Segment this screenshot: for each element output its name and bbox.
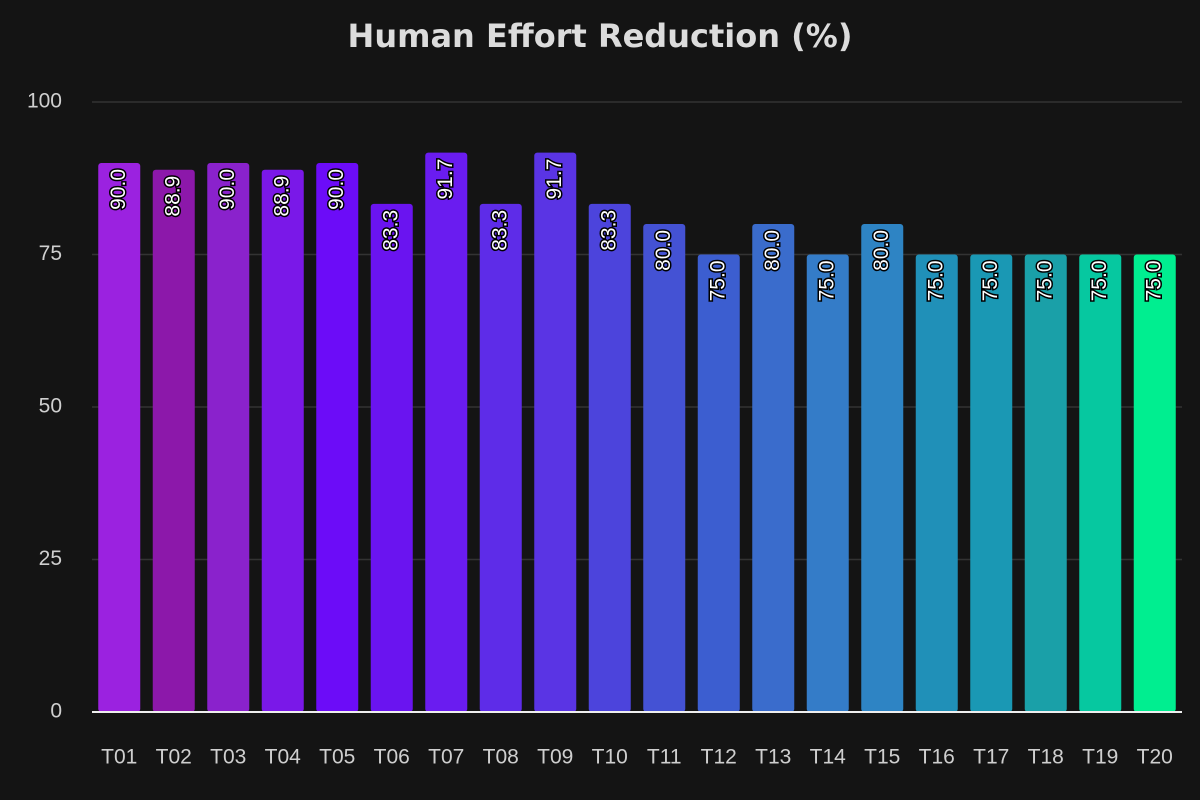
x-tick-label: T09 — [537, 746, 573, 769]
x-tick-label: T17 — [973, 746, 1009, 769]
value-label: 75.0 — [1142, 261, 1165, 302]
value-label: 75.0 — [706, 261, 729, 302]
value-label: 88.9 — [270, 176, 293, 217]
value-label: 90.0 — [107, 169, 130, 210]
bar — [261, 169, 304, 712]
bar — [479, 203, 522, 712]
bar — [316, 163, 359, 712]
bar — [970, 254, 1013, 712]
x-tick-label: T15 — [864, 746, 900, 769]
bar — [207, 163, 250, 712]
value-label: 88.9 — [161, 176, 184, 217]
x-tick-label: T10 — [592, 746, 628, 769]
bar — [752, 224, 795, 712]
x-tick-label: T08 — [483, 746, 519, 769]
x-tick-label: T20 — [1137, 746, 1173, 769]
x-tick-label: T01 — [101, 746, 137, 769]
value-label: 75.0 — [1088, 261, 1111, 302]
x-tick-label: T06 — [374, 746, 410, 769]
bar — [1079, 254, 1122, 712]
bar — [152, 169, 195, 712]
x-tick-label: T19 — [1082, 746, 1118, 769]
x-tick-label: T07 — [428, 746, 464, 769]
bar — [806, 254, 849, 712]
value-label: 80.0 — [761, 230, 784, 271]
bar — [588, 203, 631, 712]
value-label: 90.0 — [216, 169, 239, 210]
x-tick-label: T13 — [755, 746, 791, 769]
value-label: 75.0 — [815, 261, 838, 302]
bar — [370, 203, 413, 712]
value-label: 91.7 — [434, 159, 457, 200]
bar — [425, 152, 468, 712]
x-tick-label: T18 — [1028, 746, 1064, 769]
x-tick-label: T05 — [319, 746, 355, 769]
x-tick-label: T14 — [810, 746, 847, 769]
y-tick-label: 25 — [39, 547, 62, 570]
bar — [534, 152, 577, 712]
x-tick-label: T03 — [210, 746, 246, 769]
y-tick-label: 0 — [50, 700, 62, 723]
value-label: 80.0 — [652, 230, 675, 271]
value-label: 83.3 — [379, 210, 402, 251]
value-label: 91.7 — [543, 159, 566, 200]
bar — [1133, 254, 1176, 712]
bar — [861, 224, 904, 712]
x-tick-label: T12 — [701, 746, 737, 769]
y-tick-label: 50 — [39, 395, 62, 418]
x-tick-label: T16 — [919, 746, 955, 769]
bar — [643, 224, 686, 712]
chart-title: Human Effort Reduction (%) — [348, 17, 853, 55]
x-tick-label: T04 — [265, 746, 302, 769]
bar — [915, 254, 958, 712]
x-tick-label: T02 — [156, 746, 192, 769]
bar — [697, 254, 740, 712]
value-label: 90.0 — [325, 169, 348, 210]
x-tick-label: T11 — [647, 746, 682, 769]
bar — [1024, 254, 1067, 712]
y-tick-label: 100 — [27, 90, 62, 113]
value-label: 75.0 — [979, 261, 1002, 302]
value-label: 75.0 — [924, 261, 947, 302]
value-label: 75.0 — [1033, 261, 1056, 302]
bar — [98, 163, 141, 712]
value-label: 83.3 — [488, 210, 511, 251]
value-label: 83.3 — [597, 210, 620, 251]
value-label: 80.0 — [870, 230, 893, 271]
y-tick-label: 75 — [39, 242, 62, 265]
